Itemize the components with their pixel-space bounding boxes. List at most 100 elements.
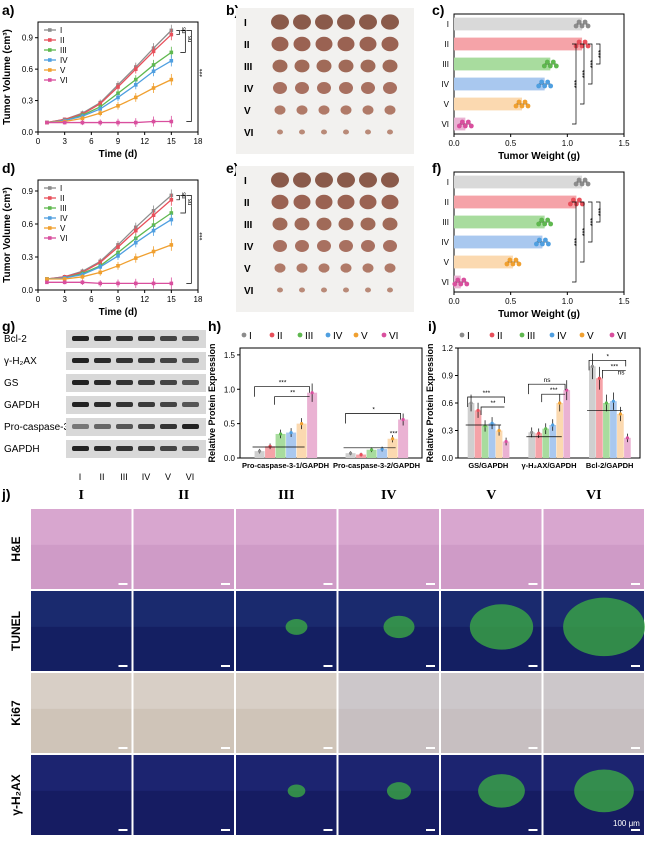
data-point xyxy=(116,281,120,286)
tumor xyxy=(362,105,374,115)
blot-strip xyxy=(66,352,206,370)
data-dot xyxy=(462,123,468,129)
data-point xyxy=(116,120,120,125)
data-point xyxy=(98,270,103,275)
tumor xyxy=(338,217,354,231)
bar-III xyxy=(366,449,377,458)
histology-texture xyxy=(236,790,337,835)
data-point xyxy=(151,119,156,124)
scale-text: 100 μm xyxy=(613,819,640,828)
tumor xyxy=(294,217,310,231)
data-dot xyxy=(611,399,615,403)
legend-label: V xyxy=(60,66,66,75)
x-tick-label: 1.5 xyxy=(618,139,630,148)
x-tick-label: 9 xyxy=(116,295,121,304)
sig-label: *** xyxy=(582,70,589,78)
data-dot xyxy=(459,119,465,125)
data-point xyxy=(45,280,49,285)
green-signal xyxy=(386,782,412,800)
legend-marker xyxy=(489,332,495,338)
blot-row-label: GS xyxy=(4,378,19,389)
data-dot xyxy=(516,261,522,267)
tumor xyxy=(339,240,353,252)
data-dot xyxy=(456,123,462,129)
data-dot xyxy=(544,59,550,65)
histology-row-label: γ-H₂AX xyxy=(9,774,23,815)
tumor xyxy=(271,36,289,52)
blot-band xyxy=(138,402,155,407)
tumor xyxy=(381,172,399,188)
tumor xyxy=(272,59,288,73)
data-point xyxy=(169,243,174,247)
legend-marker xyxy=(48,38,52,42)
data-dot xyxy=(579,43,585,49)
green-signal xyxy=(478,774,525,808)
data-dot xyxy=(542,83,548,89)
y-axis-label: Tumor Volume (cm³) xyxy=(2,29,13,125)
panel-label-j: j) xyxy=(2,486,11,502)
y-tick-label: 1.0 xyxy=(224,385,236,394)
panel-label-g: g) xyxy=(2,318,16,334)
tumor xyxy=(317,240,331,252)
data-point xyxy=(151,223,156,227)
legend-marker xyxy=(381,332,387,338)
histology-texture xyxy=(31,790,132,835)
data-dot xyxy=(490,421,494,425)
bar-VI xyxy=(563,390,571,458)
bar-I xyxy=(528,432,536,458)
histology-tint xyxy=(338,673,439,753)
bar-II xyxy=(265,446,276,458)
data-dot xyxy=(590,364,594,368)
data-dot xyxy=(545,217,551,223)
data-point xyxy=(45,277,49,281)
scale-bar xyxy=(323,829,333,831)
tumor xyxy=(381,14,399,30)
legend-label: V xyxy=(587,331,594,342)
sig-bracket xyxy=(572,201,577,283)
tumor xyxy=(340,263,352,273)
tumor xyxy=(361,240,375,252)
tumor-photo-e: I II III IV V VI xyxy=(236,166,414,312)
bar-III xyxy=(542,428,550,458)
data-point xyxy=(151,49,156,54)
data-point xyxy=(169,217,174,222)
sig-label: *** xyxy=(598,208,605,216)
x-tick-label: 0 xyxy=(36,137,41,146)
data-point xyxy=(116,104,120,108)
y-tick-label: 0.0 xyxy=(442,454,454,463)
legend-label: VI xyxy=(617,331,626,342)
bar-I xyxy=(345,453,356,458)
scale-bar xyxy=(426,829,435,831)
legend-label: VI xyxy=(60,76,68,85)
data-point xyxy=(80,280,85,285)
blot-band xyxy=(72,380,89,385)
x-axis-label: Time (d) xyxy=(99,307,138,318)
tumor xyxy=(273,240,287,252)
data-dot xyxy=(540,241,545,247)
histology-col-label: IV xyxy=(380,488,397,503)
legend-marker xyxy=(459,332,465,338)
bar-V xyxy=(454,255,513,269)
data-point xyxy=(116,245,120,249)
data-dot xyxy=(391,437,395,441)
legend-label: I xyxy=(249,331,252,342)
scale-bar xyxy=(323,583,333,585)
sig-bracket xyxy=(596,201,601,223)
x-tick-label: 18 xyxy=(194,295,203,304)
tumor xyxy=(343,287,349,293)
blot-strip xyxy=(66,330,206,348)
data-dot xyxy=(464,281,470,287)
category-label: III xyxy=(442,60,449,69)
legend-label: V xyxy=(361,331,368,342)
y-tick-label: 0.9 xyxy=(442,372,454,381)
data-point xyxy=(116,91,120,96)
data-dot xyxy=(571,197,576,203)
x-tick-label: 1.0 xyxy=(562,297,574,306)
data-dot xyxy=(542,221,548,227)
histology-texture xyxy=(236,626,337,671)
data-point xyxy=(169,50,174,55)
histology-col-label: I xyxy=(78,488,84,503)
data-dot xyxy=(504,439,508,444)
data-dot xyxy=(550,59,556,65)
series-line-VI xyxy=(46,120,172,124)
